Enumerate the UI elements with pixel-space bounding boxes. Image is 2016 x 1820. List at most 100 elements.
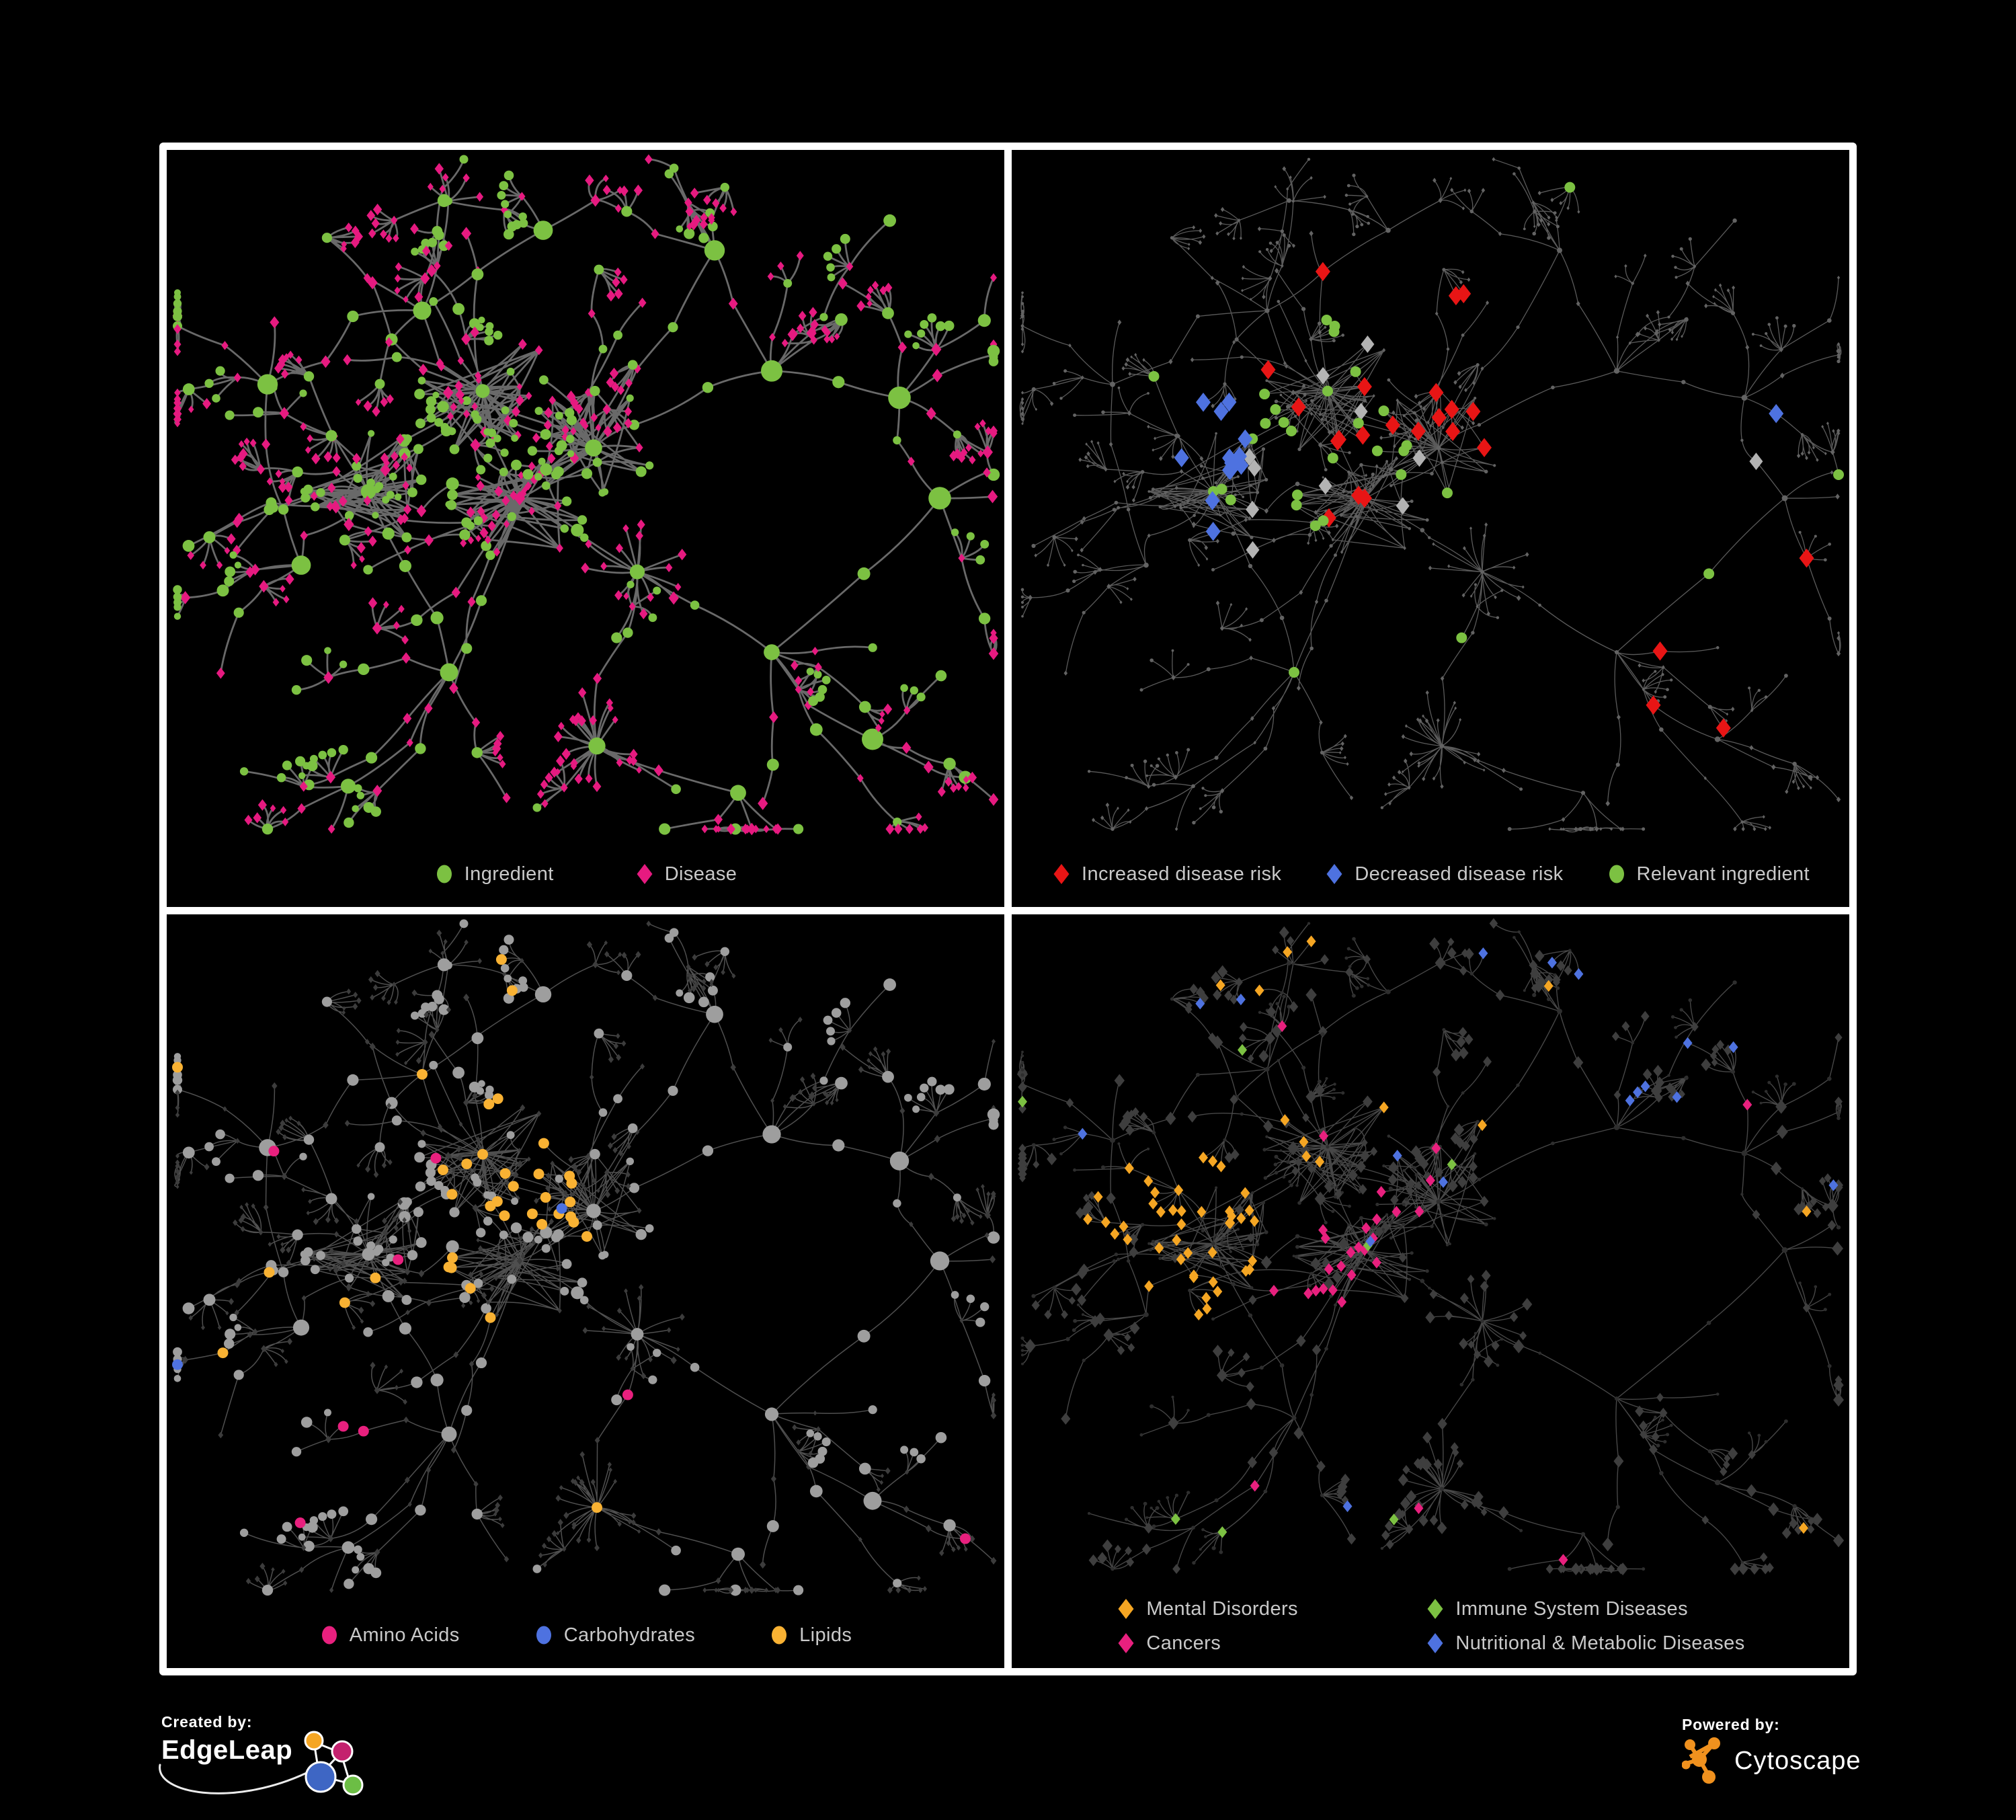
ingredient-node[interactable] — [476, 1086, 484, 1095]
disease-node[interactable] — [1179, 505, 1183, 510]
disease-node[interactable] — [1152, 448, 1155, 452]
ingredient-node[interactable] — [1347, 1223, 1350, 1226]
ingredient-node[interactable] — [1332, 1088, 1336, 1091]
ingredient-node[interactable] — [291, 555, 311, 575]
disease-node[interactable] — [782, 1104, 787, 1109]
ingredient-node[interactable] — [1295, 1234, 1300, 1238]
ingredient-node[interactable] — [1352, 937, 1356, 941]
disease-node[interactable] — [268, 1242, 272, 1247]
ingredient-node[interactable] — [943, 1084, 955, 1095]
disease-node[interactable] — [395, 1039, 400, 1045]
ingredient-node[interactable] — [930, 1251, 950, 1271]
ingredient-node[interactable] — [893, 1199, 901, 1208]
ingredient-node[interactable] — [704, 240, 725, 261]
disease-node[interactable] — [763, 825, 770, 834]
disease-node[interactable] — [1577, 210, 1580, 214]
disease-node[interactable] — [1439, 1176, 1448, 1188]
disease-node[interactable] — [467, 536, 475, 545]
disease-node[interactable] — [1260, 360, 1276, 380]
disease-node[interactable] — [1020, 391, 1024, 395]
ingredient-node[interactable] — [1669, 1423, 1673, 1427]
ingredient-node[interactable] — [1837, 355, 1841, 359]
disease-node[interactable] — [505, 1180, 511, 1187]
disease-node[interactable] — [1131, 498, 1135, 503]
ingredient-node[interactable] — [1292, 489, 1303, 501]
ingredient-node[interactable] — [393, 1254, 404, 1265]
disease-node[interactable] — [1646, 313, 1650, 318]
disease-node[interactable] — [1659, 1407, 1668, 1419]
disease-node[interactable] — [1452, 1448, 1459, 1457]
ingredient-node[interactable] — [1348, 965, 1352, 968]
disease-node[interactable] — [1250, 1480, 1260, 1492]
ingredient-node[interactable] — [1667, 315, 1670, 319]
disease-node[interactable] — [280, 585, 286, 593]
disease-node[interactable] — [532, 1239, 537, 1246]
ingredient-node[interactable] — [626, 1157, 634, 1166]
ingredient-node[interactable] — [1348, 451, 1351, 454]
disease-node[interactable] — [234, 1309, 239, 1316]
ingredient-node[interactable] — [1262, 1148, 1266, 1152]
ingredient-node[interactable] — [1309, 1392, 1314, 1397]
disease-node[interactable] — [1324, 509, 1328, 514]
ingredient-node[interactable] — [1063, 369, 1067, 373]
disease-node[interactable] — [1459, 280, 1463, 285]
ingredient-node[interactable] — [793, 1585, 804, 1595]
disease-node[interactable] — [608, 1467, 612, 1472]
disease-node[interactable] — [352, 1002, 358, 1011]
ingredient-node[interactable] — [1714, 1479, 1721, 1486]
disease-node[interactable] — [1387, 782, 1391, 787]
disease-node[interactable] — [1432, 542, 1435, 546]
disease-node[interactable] — [175, 1184, 179, 1189]
ingredient-node[interactable] — [1274, 1154, 1279, 1159]
disease-node[interactable] — [1305, 988, 1317, 1002]
ingredient-node[interactable] — [1740, 820, 1744, 824]
ingredient-node[interactable] — [264, 1267, 275, 1278]
ingredient-node[interactable] — [1517, 930, 1521, 934]
disease-node[interactable] — [1543, 980, 1554, 992]
ingredient-node[interactable] — [1291, 962, 1295, 965]
disease-node[interactable] — [1769, 403, 1784, 424]
ingredient-node[interactable] — [483, 1191, 491, 1199]
disease-node[interactable] — [1318, 1283, 1328, 1295]
disease-node[interactable] — [925, 1524, 932, 1533]
disease-node[interactable] — [1476, 758, 1480, 763]
ingredient-node[interactable] — [577, 1277, 588, 1288]
ingredient-node[interactable] — [1500, 589, 1504, 592]
ingredient-node[interactable] — [438, 1004, 450, 1015]
disease-node[interactable] — [1796, 453, 1801, 459]
ingredient-node[interactable] — [1385, 989, 1391, 994]
disease-node[interactable] — [1238, 1043, 1247, 1056]
ingredient-node[interactable] — [1340, 1191, 1344, 1194]
disease-node[interactable] — [180, 591, 191, 604]
disease-node[interactable] — [426, 264, 437, 278]
ingredient-node[interactable] — [1211, 805, 1216, 809]
disease-node[interactable] — [1098, 567, 1102, 572]
disease-node[interactable] — [424, 703, 433, 714]
disease-node[interactable] — [520, 957, 524, 963]
disease-node[interactable] — [327, 1534, 334, 1542]
ingredient-node[interactable] — [1757, 1433, 1761, 1437]
ingredient-node[interactable] — [1274, 399, 1279, 403]
ingredient-node[interactable] — [827, 1037, 836, 1045]
disease-node[interactable] — [728, 297, 738, 310]
ingredient-node[interactable] — [1659, 727, 1664, 732]
disease-node[interactable] — [366, 210, 376, 221]
ingredient-node[interactable] — [481, 1303, 491, 1314]
disease-node[interactable] — [1324, 1277, 1334, 1290]
ingredient-node[interactable] — [1532, 993, 1537, 998]
ingredient-node[interactable] — [401, 1295, 412, 1305]
ingredient-node[interactable] — [1380, 1546, 1384, 1550]
ingredient-node[interactable] — [1791, 1082, 1796, 1086]
disease-node[interactable] — [550, 766, 559, 778]
ingredient-node[interactable] — [446, 1240, 459, 1253]
disease-node[interactable] — [443, 385, 454, 399]
disease-node[interactable] — [1147, 784, 1151, 789]
ingredient-node[interactable] — [1139, 1433, 1143, 1437]
ingredient-node[interactable] — [1748, 686, 1751, 690]
ingredient-node[interactable] — [534, 986, 552, 1003]
ingredient-node[interactable] — [518, 976, 528, 985]
disease-node[interactable] — [1810, 778, 1813, 781]
ingredient-node[interactable] — [367, 1193, 375, 1200]
ingredient-node[interactable] — [1344, 194, 1348, 197]
disease-node[interactable] — [1371, 1257, 1381, 1269]
